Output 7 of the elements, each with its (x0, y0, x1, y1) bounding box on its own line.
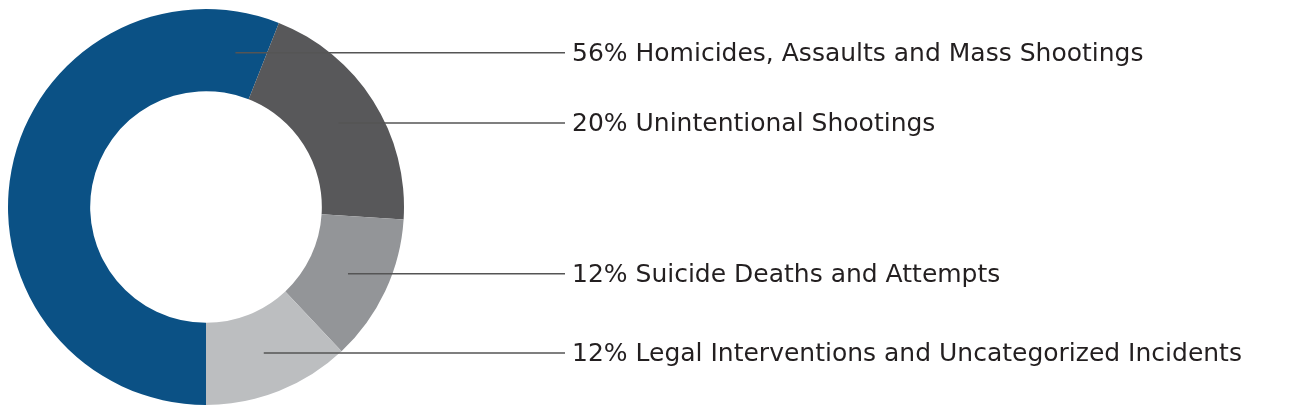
slice-label: 12% Legal Interventions and Uncategorized Incidents (572, 337, 1242, 367)
donut-slice (8, 9, 279, 405)
donut-slice (206, 291, 342, 405)
slice-label: 20% Unintentional Shootings (572, 107, 936, 137)
slice-label: 56% Homicides, Assaults and Mass Shootings (572, 37, 1144, 67)
donut-slice (285, 214, 404, 352)
slice-label: 12% Suicide Deaths and Attempts (572, 258, 1001, 288)
